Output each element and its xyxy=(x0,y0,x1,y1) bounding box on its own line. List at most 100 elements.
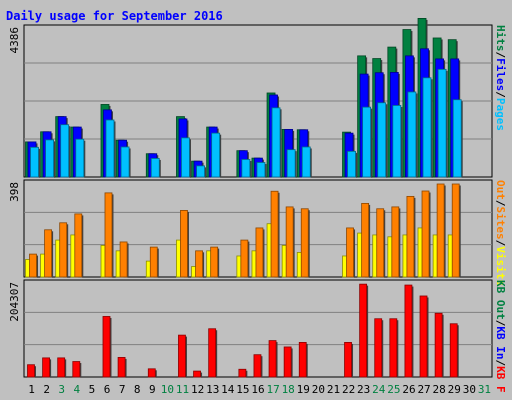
day-label: 7 xyxy=(119,383,126,396)
day-label: 10 xyxy=(161,383,174,396)
legend-item: Pages xyxy=(494,98,507,131)
legend-item: Sites xyxy=(494,207,507,240)
bar-sites xyxy=(391,206,400,278)
panel-2: 398 Out/Sites/Visits xyxy=(8,179,507,286)
bar-pages xyxy=(120,146,130,178)
bar-kb-f xyxy=(344,342,352,378)
legend-text: KB Out/KB In/KB F xyxy=(494,280,507,393)
bar-sites xyxy=(421,190,430,278)
bar-sites xyxy=(285,206,294,278)
bar-pages xyxy=(452,99,462,178)
bar-sites xyxy=(195,250,203,278)
day-label: 5 xyxy=(89,383,96,396)
day-label: 30 xyxy=(463,383,476,396)
legend-separator: / xyxy=(494,320,507,327)
bar-pages xyxy=(392,105,402,178)
day-label: 26 xyxy=(402,383,415,396)
day-label: 25 xyxy=(387,383,400,396)
legend-separator: / xyxy=(494,91,507,98)
bar-kb-f xyxy=(419,295,428,378)
legend-text: Hits/Files/Pages xyxy=(494,25,507,131)
legend-item: KB Out xyxy=(494,280,507,320)
bar-kb-f xyxy=(147,368,156,378)
bar-kb-f xyxy=(449,323,458,378)
bar-pages xyxy=(301,146,311,178)
bar-pages xyxy=(362,106,372,178)
legend-item: Out xyxy=(494,180,507,200)
bar-kb-f xyxy=(434,312,443,378)
legend-item: Hits xyxy=(494,25,507,52)
legend-item: KB F xyxy=(494,366,507,393)
bar-pages xyxy=(211,132,221,178)
bar-sites xyxy=(104,192,113,278)
bar-pages xyxy=(407,91,417,178)
bar-kb-f xyxy=(389,318,398,378)
bar-sites xyxy=(436,183,445,278)
bar-kb-f xyxy=(359,283,368,378)
day-label: 18 xyxy=(282,383,295,396)
day-label: 16 xyxy=(251,383,264,396)
day-label: 12 xyxy=(191,383,204,396)
bar-kb-f xyxy=(57,357,66,378)
legend: Hits/Files/Pages xyxy=(494,25,507,131)
legend-separator: / xyxy=(494,240,507,247)
bar-pages xyxy=(377,102,387,178)
bar-pages xyxy=(30,146,39,178)
bar-kb-f xyxy=(268,340,277,378)
bar-sites xyxy=(240,239,249,278)
bar-kb-f xyxy=(27,364,35,378)
chart-title: Daily usage for September 2016 xyxy=(6,9,223,23)
y-max-label: 398 xyxy=(8,182,21,202)
bar-kb-f xyxy=(102,316,111,378)
bar-kb-f xyxy=(374,318,383,378)
day-label: 6 xyxy=(104,383,111,396)
bar-sites xyxy=(300,208,309,278)
day-label: 31 xyxy=(478,383,491,396)
bar-pages xyxy=(45,139,54,178)
legend-item: KB In xyxy=(494,326,507,359)
day-label: 14 xyxy=(221,383,235,396)
bar-sites xyxy=(119,241,128,278)
day-label: 20 xyxy=(312,383,325,396)
bar-pages xyxy=(181,137,190,178)
day-label: 3 xyxy=(58,383,65,396)
day-label: 9 xyxy=(149,383,156,396)
legend-item: Files xyxy=(494,58,507,91)
bar-sites xyxy=(59,222,68,278)
legend-separator: / xyxy=(494,360,507,367)
x-axis: 1 2 3 4 5 6 7 8 9 10 11 12 13 14 15 16 17 18 19 20 21 22 23 24 2… xyxy=(28,383,491,396)
bar-sites xyxy=(361,202,370,278)
legend: Out/Sites/Visits xyxy=(494,180,507,286)
y-max-label: 4386 xyxy=(8,27,21,54)
bar-sites xyxy=(210,246,219,278)
bar-sites xyxy=(74,213,83,278)
day-label: 29 xyxy=(448,383,461,396)
bar-pages xyxy=(150,158,160,178)
bar-sites xyxy=(180,210,188,278)
bar-sites xyxy=(255,227,264,278)
bar-kb-f xyxy=(404,284,413,378)
day-label: 8 xyxy=(134,383,141,396)
legend-separator: / xyxy=(494,52,507,59)
day-label: 11 xyxy=(176,383,189,396)
bar-sites xyxy=(346,227,354,278)
day-label: 17 xyxy=(266,383,279,396)
bar-kb-f xyxy=(238,368,247,378)
bar-kb-f xyxy=(208,328,217,378)
bar-pages xyxy=(286,149,296,178)
bar-pages xyxy=(271,107,281,178)
bar-sites xyxy=(451,183,460,278)
bar-pages xyxy=(196,165,205,178)
legend: KB Out/KB In/KB F xyxy=(494,280,507,393)
day-label: 22 xyxy=(342,383,355,396)
legend-text: Out/Sites/Visits xyxy=(494,180,507,286)
day-label: 23 xyxy=(357,383,370,396)
panel-3: 204307 KB Out/KB In/KB F xyxy=(8,279,507,393)
bar-pages xyxy=(422,77,432,178)
day-label: 13 xyxy=(206,383,219,396)
day-label: 21 xyxy=(327,383,340,396)
bar-pages xyxy=(75,138,85,178)
day-label: 24 xyxy=(372,383,386,396)
day-label: 28 xyxy=(433,383,446,396)
